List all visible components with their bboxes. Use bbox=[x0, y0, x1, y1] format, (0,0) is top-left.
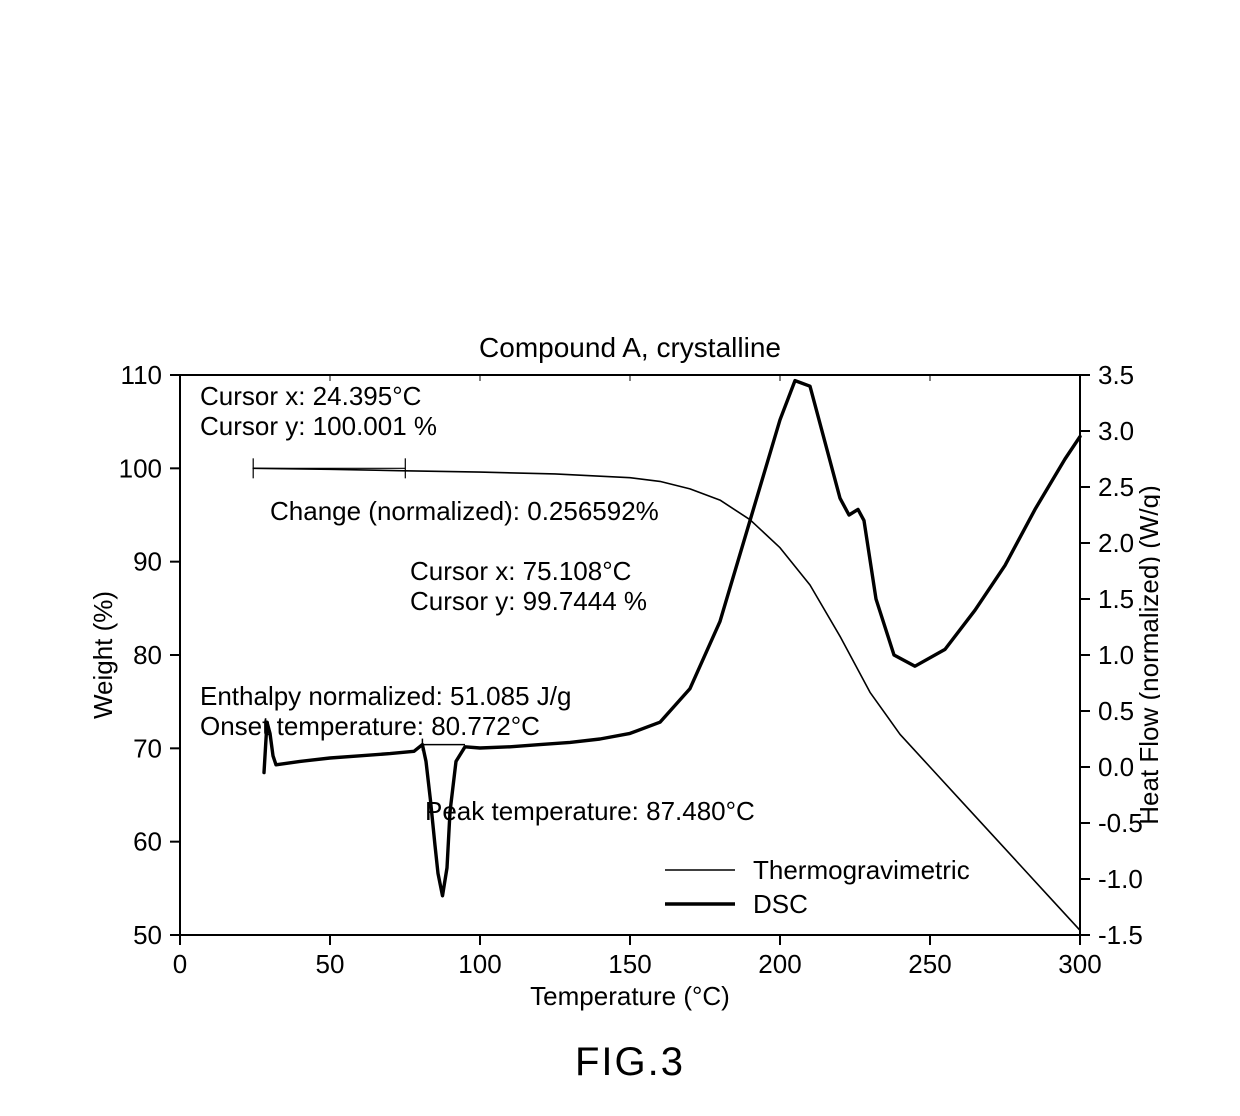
dual-axis-chart: Compound A, crystalline 0 50 100 150 200 250 30… bbox=[80, 180, 1160, 1080]
annotation-onset: Onset temperature: 80.772°C bbox=[200, 711, 540, 741]
y-right-tick-label: 1.5 bbox=[1098, 584, 1134, 614]
y-left-tick-label: 100 bbox=[119, 453, 162, 483]
x-tick-label: 200 bbox=[758, 949, 801, 979]
chart-title: Compound A, crystalline bbox=[479, 332, 781, 363]
y-left-tick-label: 90 bbox=[133, 547, 162, 577]
y-left-tick-label: 70 bbox=[133, 733, 162, 763]
y-left-tick-label: 110 bbox=[121, 360, 162, 390]
y-left-axis-label: Weight (%) bbox=[88, 591, 118, 719]
legend-label: Thermogravimetric bbox=[753, 855, 970, 885]
y-right-axis-label: Heat Flow (normalized) (W/g) bbox=[1134, 485, 1160, 825]
annotation-cursor2y: Cursor y: 99.7444 % bbox=[410, 586, 647, 616]
x-tick-label: 100 bbox=[458, 949, 501, 979]
y-left-tick-label: 60 bbox=[133, 827, 162, 857]
x-tick-label: 0 bbox=[173, 949, 187, 979]
annotation-cursor2x: Cursor x: 75.108°C bbox=[410, 556, 631, 586]
page: Compound A, crystalline 0 50 100 150 200 250 30… bbox=[0, 0, 1240, 1116]
annotation-cursor1x: Cursor x: 24.395°C bbox=[200, 381, 421, 411]
y-right-tick-label: 0.0 bbox=[1098, 752, 1134, 782]
y-right-tick-label: 1.0 bbox=[1098, 640, 1134, 670]
chart-container: Compound A, crystalline05010015020025030… bbox=[80, 180, 1160, 940]
x-tick-label: 250 bbox=[908, 949, 951, 979]
y-right-tick-label: 0.5 bbox=[1098, 696, 1134, 726]
y-right-tick-label: 2.0 bbox=[1098, 528, 1134, 558]
x-tick-label: 50 bbox=[316, 949, 345, 979]
annotation-change: Change (normalized): 0.256592% bbox=[270, 496, 659, 526]
y-right-tick-label: 3.0 bbox=[1098, 416, 1134, 446]
y-right-tick-label: 3.5 bbox=[1098, 360, 1134, 390]
x-axis-label: Temperature (°C) bbox=[530, 981, 730, 1011]
y-right-tick-label: -1.0 bbox=[1098, 864, 1143, 894]
annotation-enth: Enthalpy normalized: 51.085 J/g bbox=[200, 681, 571, 711]
y-left-tick-label: 50 bbox=[133, 920, 162, 950]
y-left-tick-label: 80 bbox=[133, 640, 162, 670]
figure-label: FIG.3 bbox=[575, 1040, 685, 1080]
x-tick-label: 150 bbox=[608, 949, 651, 979]
annotation-peak: Peak temperature: 87.480°C bbox=[425, 796, 755, 826]
legend-label: DSC bbox=[753, 889, 808, 919]
plot-frame bbox=[180, 375, 1080, 935]
annotation-cursor1y: Cursor y: 100.001 % bbox=[200, 411, 437, 441]
x-tick-label: 300 bbox=[1058, 949, 1101, 979]
y-right-tick-label: 2.5 bbox=[1098, 472, 1134, 502]
y-right-tick-label: -1.5 bbox=[1098, 920, 1143, 950]
